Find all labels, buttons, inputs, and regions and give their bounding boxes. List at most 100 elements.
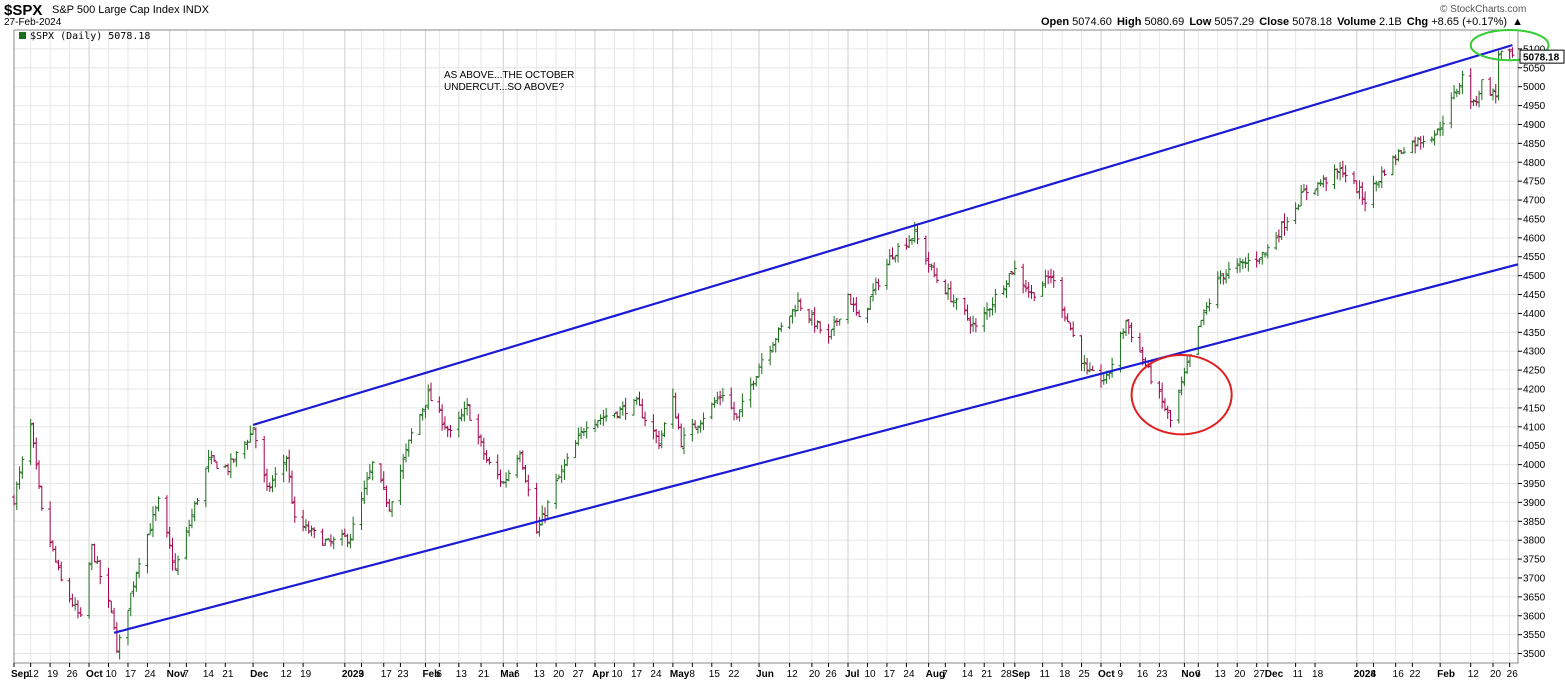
ohlc-bar xyxy=(359,491,364,530)
ohlc-bar xyxy=(1126,319,1131,335)
ohlc-bar xyxy=(1221,273,1226,285)
ohlc-bar xyxy=(312,527,317,539)
ohlc-bar xyxy=(1510,47,1515,58)
ohlc-bar xyxy=(303,519,308,532)
plot-frame xyxy=(13,29,1519,664)
x-tick-label: 14 xyxy=(962,669,974,680)
ohlc-bar xyxy=(540,505,545,526)
y-tick-label: 3700 xyxy=(1523,573,1546,584)
ohlc-bar xyxy=(429,382,434,402)
ohlc-bar xyxy=(1471,99,1476,107)
ohlc-bar xyxy=(909,237,914,245)
y-tick-label: 3950 xyxy=(1523,479,1546,490)
ohlc-bar xyxy=(176,555,181,576)
x-tick-label: 23 xyxy=(397,669,409,680)
ohlc-bar xyxy=(904,237,909,250)
ohlc-bar xyxy=(420,407,425,421)
ohlc-bar xyxy=(1001,285,1006,296)
ohlc-bar xyxy=(971,315,976,332)
ohlc-bar xyxy=(890,247,895,260)
ohlc-bar xyxy=(1413,136,1418,154)
ohlc-bar xyxy=(403,443,408,463)
x-tick-label: 12 xyxy=(787,669,799,680)
ohlc-bar xyxy=(125,609,130,646)
y-tick-label: 5000 xyxy=(1523,82,1546,93)
ohlc-bar xyxy=(951,294,956,308)
ohlc-bar xyxy=(779,322,784,332)
ohlc-bar xyxy=(554,473,559,510)
x-tick-label: 22 xyxy=(1409,669,1421,680)
ohlc-bar xyxy=(1299,184,1304,207)
y-tick-label: 4250 xyxy=(1523,366,1546,377)
x-tick-label: 9 xyxy=(1117,669,1123,680)
x-tick-label: 9 xyxy=(359,669,365,680)
ohlc-bar xyxy=(943,279,948,295)
brand-logo: © StockCharts.com xyxy=(1440,4,1527,15)
x-tick-label: 10 xyxy=(106,669,118,680)
y-tick-label: 4050 xyxy=(1523,441,1546,452)
x-tick-label: 20 xyxy=(809,669,821,680)
ohlc-bar xyxy=(292,496,297,523)
ohlc-bar xyxy=(287,449,292,483)
ohlc-bar xyxy=(481,437,486,460)
ohlc-bar xyxy=(459,408,464,422)
ohlc-bar xyxy=(409,428,414,444)
ohlc-bar xyxy=(954,297,959,310)
ohlc-bar xyxy=(517,450,522,463)
ohlc-bar xyxy=(1071,321,1076,338)
ohlc-bar xyxy=(423,404,428,419)
ohlc-bar xyxy=(328,534,333,547)
ohlc-bar xyxy=(114,622,119,653)
ohlc-bar xyxy=(1051,270,1056,288)
x-tick-label: 13 xyxy=(1215,669,1227,680)
chg-up-arrow-icon: ▲ xyxy=(1512,16,1523,28)
ohlc-bar xyxy=(1168,409,1173,428)
ohlc-bar xyxy=(534,482,539,534)
ohlc-bar xyxy=(1060,277,1065,318)
ohlc-bar xyxy=(1338,161,1343,181)
ohlc-bar xyxy=(253,427,258,449)
x-tick-label: Oct xyxy=(1098,669,1115,680)
ohlc-bar xyxy=(1488,76,1493,96)
ohlc-bar xyxy=(1023,280,1028,293)
ohlc-bar xyxy=(1048,268,1053,284)
chart-legend: $SPX (Daily) 5078.18 xyxy=(19,31,150,42)
ohlc-bar xyxy=(948,281,953,303)
ohlc-bar xyxy=(715,391,720,405)
ohlc-bar xyxy=(1040,281,1045,297)
ohlc-bar xyxy=(195,498,200,505)
ohlc-bar xyxy=(331,536,336,550)
y-axis: 3500 3550 3600 3650 3700 3750 3800 3850 3900 3950… xyxy=(1518,44,1546,660)
ohlc-bar xyxy=(1474,95,1479,106)
high-label: High xyxy=(1116,16,1142,28)
close-label: Close xyxy=(1259,16,1290,28)
ohlc-bar xyxy=(798,298,803,311)
ohlc-bar xyxy=(1382,169,1387,177)
ohlc-bar xyxy=(1179,376,1184,396)
y-tick-label: 4500 xyxy=(1523,271,1546,282)
x-tick-label: 2024 xyxy=(1354,669,1377,680)
ohlc-bar xyxy=(365,471,370,496)
ohlc-bar xyxy=(1224,269,1229,284)
x-tick-label: Jul xyxy=(845,669,860,680)
ohlc-bar xyxy=(351,516,356,541)
ohlc-bar xyxy=(1318,179,1323,187)
ohlc-bar xyxy=(1160,382,1165,409)
ohlc-bar xyxy=(846,293,851,324)
ohlc-bar xyxy=(164,495,169,538)
ohlc-bar xyxy=(1129,322,1134,343)
ohlc-bar xyxy=(1493,84,1498,104)
ohlc-bar xyxy=(340,529,345,546)
x-tick-label: 25 xyxy=(1079,669,1091,680)
ohlc-bar xyxy=(92,543,97,563)
open-value: 5074.60 xyxy=(1072,16,1112,28)
ohlc-bar xyxy=(1285,216,1290,231)
ohlc-bar xyxy=(484,449,489,463)
ohlc-bar xyxy=(440,404,445,431)
channel-trendline xyxy=(252,44,1513,426)
ohlc-bar xyxy=(212,455,217,462)
ohlc-bar xyxy=(1402,147,1407,155)
ohlc-bar xyxy=(790,309,795,324)
x-tick-label: 11 xyxy=(1293,669,1304,680)
